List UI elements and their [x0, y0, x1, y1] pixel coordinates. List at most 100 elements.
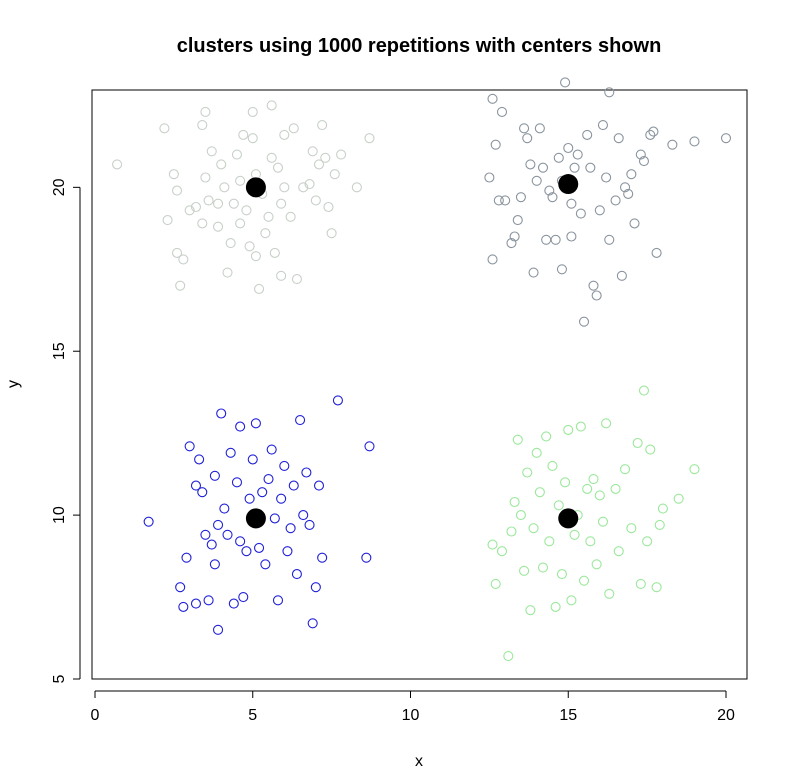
data-point [222, 267, 233, 278]
data-point [597, 120, 609, 131]
data-point [254, 283, 265, 294]
data-point [509, 496, 520, 508]
data-point [212, 198, 224, 209]
data-point [235, 218, 246, 229]
data-point [225, 238, 236, 249]
data-point [247, 106, 258, 117]
data-point [329, 169, 340, 180]
data-point [519, 565, 530, 576]
chart-title: clusters using 1000 repetitions with cen… [177, 35, 662, 57]
data-point [244, 241, 255, 252]
data-point [503, 651, 514, 662]
data-point [310, 195, 321, 206]
data-point [203, 595, 214, 606]
data-point [310, 582, 321, 593]
data-point [515, 510, 526, 521]
data-point [541, 431, 552, 442]
data-point [219, 503, 230, 514]
data-point [184, 441, 195, 452]
data-point [648, 126, 659, 137]
data-point [582, 129, 593, 140]
data-point [257, 487, 268, 498]
data-point [575, 421, 586, 432]
data-point [307, 618, 318, 629]
data-point [654, 519, 665, 530]
data-point [525, 159, 536, 170]
data-point [364, 441, 375, 452]
data-point [247, 133, 258, 144]
data-point [247, 454, 258, 465]
data-point [282, 546, 293, 557]
data-point [493, 195, 504, 206]
data-point [364, 133, 375, 144]
data-point [276, 198, 287, 209]
data-point [601, 172, 612, 183]
data-point [175, 280, 186, 291]
data-point [588, 474, 599, 485]
data-point [569, 529, 580, 540]
data-point [528, 523, 539, 534]
x-axis-label: x [415, 753, 423, 770]
data-point [496, 106, 508, 117]
data-point [563, 142, 574, 154]
data-point [279, 460, 290, 471]
data-point [578, 316, 590, 327]
data-point [651, 582, 662, 593]
data-point [190, 598, 202, 609]
data-point [272, 162, 284, 173]
data-point [506, 526, 517, 537]
data-point [560, 477, 571, 488]
data-point [194, 454, 205, 465]
data-point [635, 578, 646, 589]
data-point [288, 123, 299, 134]
data-point [260, 559, 271, 570]
data-point [566, 231, 577, 242]
data-point [651, 247, 662, 258]
data-point [610, 195, 621, 206]
data-point [604, 87, 615, 98]
data-point [635, 149, 646, 160]
data-point [168, 169, 179, 180]
data-point [225, 447, 236, 458]
data-point [269, 513, 280, 524]
data-point [531, 175, 542, 186]
data-point [272, 595, 284, 606]
plot-frame [91, 89, 748, 680]
data-point [619, 182, 631, 193]
data-point [317, 120, 328, 131]
data-point [642, 536, 653, 547]
data-point [332, 395, 343, 406]
data-point [304, 179, 315, 190]
data-point [254, 542, 265, 553]
data-point [531, 447, 542, 458]
data-point [276, 270, 287, 281]
data-point [556, 569, 567, 580]
data-point [522, 467, 533, 478]
data-point [534, 123, 545, 134]
data-point [487, 93, 498, 104]
data-point [266, 152, 277, 163]
data-point [159, 123, 170, 134]
x-tick-label: 15 [559, 707, 577, 724]
data-point [553, 152, 564, 163]
data-point [522, 133, 533, 144]
data-point [591, 290, 602, 301]
x-tick-label: 0 [91, 707, 100, 724]
y-tick-label: 10 [51, 506, 68, 524]
data-point [509, 231, 520, 242]
data-point [209, 470, 220, 481]
data-point [569, 162, 580, 173]
data-point [336, 149, 347, 160]
data-point [591, 559, 602, 570]
data-point [317, 552, 328, 563]
data-point [184, 205, 195, 216]
data-point [197, 120, 208, 131]
data-point [266, 100, 277, 111]
data-point [528, 267, 539, 278]
center-point [558, 174, 579, 195]
data-point [250, 418, 261, 429]
data-point [610, 483, 621, 494]
data-point [487, 254, 498, 265]
data-point [487, 539, 498, 550]
data-point [673, 493, 684, 504]
